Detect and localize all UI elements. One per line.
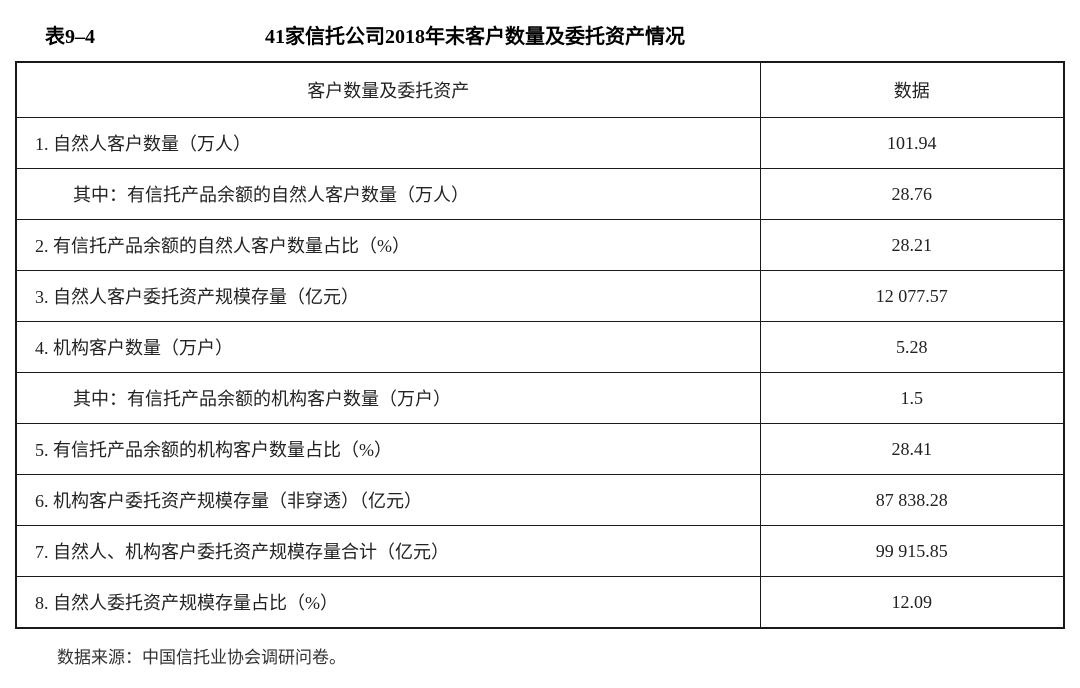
table-number: 表9–4 (45, 20, 95, 49)
row-label: 7. 自然人、机构客户委托资产规模存量合计（亿元） (16, 526, 760, 577)
row-value: 28.41 (760, 424, 1064, 475)
table-row: 5. 有信托产品余额的机构客户数量占比（%） 28.41 (16, 424, 1064, 475)
table-body: 1. 自然人客户数量（万人） 101.94 其中：有信托产品余额的自然人客户数量… (16, 118, 1064, 629)
table-row: 6. 机构客户委托资产规模存量（非穿透）（亿元） 87 838.28 (16, 475, 1064, 526)
row-value: 12 077.57 (760, 271, 1064, 322)
row-label: 4. 机构客户数量（万户） (16, 322, 760, 373)
row-label: 8. 自然人委托资产规模存量占比（%） (16, 577, 760, 629)
row-label: 5. 有信托产品余额的机构客户数量占比（%） (16, 424, 760, 475)
row-label: 3. 自然人客户委托资产规模存量（亿元） (16, 271, 760, 322)
row-value: 28.76 (760, 169, 1064, 220)
table-row: 其中：有信托产品余额的机构客户数量（万户） 1.5 (16, 373, 1064, 424)
row-label: 2. 有信托产品余额的自然人客户数量占比（%） (16, 220, 760, 271)
table-row: 1. 自然人客户数量（万人） 101.94 (16, 118, 1064, 169)
row-label: 6. 机构客户委托资产规模存量（非穿透）（亿元） (16, 475, 760, 526)
table-row: 2. 有信托产品余额的自然人客户数量占比（%） 28.21 (16, 220, 1064, 271)
table-header-row: 客户数量及委托资产 数据 (16, 62, 1064, 118)
row-label: 其中：有信托产品余额的机构客户数量（万户） (16, 373, 760, 424)
row-label: 其中：有信托产品余额的自然人客户数量（万人） (16, 169, 760, 220)
row-value: 87 838.28 (760, 475, 1064, 526)
data-source-footnote: 数据来源：中国信托业协会调研问卷。 (15, 643, 1065, 668)
row-label: 1. 自然人客户数量（万人） (16, 118, 760, 169)
table-title: 41家信托公司2018年末客户数量及委托资产情况 (265, 20, 685, 49)
table-row: 7. 自然人、机构客户委托资产规模存量合计（亿元） 99 915.85 (16, 526, 1064, 577)
column-header-data: 数据 (760, 62, 1064, 118)
table-header: 表9–4 41家信托公司2018年末客户数量及委托资产情况 (15, 20, 1065, 49)
table-row: 其中：有信托产品余额的自然人客户数量（万人） 28.76 (16, 169, 1064, 220)
row-value: 101.94 (760, 118, 1064, 169)
row-value: 1.5 (760, 373, 1064, 424)
table-row: 8. 自然人委托资产规模存量占比（%） 12.09 (16, 577, 1064, 629)
column-header-label: 客户数量及委托资产 (16, 62, 760, 118)
row-value: 99 915.85 (760, 526, 1064, 577)
row-value: 5.28 (760, 322, 1064, 373)
trust-data-table: 客户数量及委托资产 数据 1. 自然人客户数量（万人） 101.94 其中：有信… (15, 61, 1065, 629)
row-value: 12.09 (760, 577, 1064, 629)
table-row: 3. 自然人客户委托资产规模存量（亿元） 12 077.57 (16, 271, 1064, 322)
row-value: 28.21 (760, 220, 1064, 271)
table-row: 4. 机构客户数量（万户） 5.28 (16, 322, 1064, 373)
